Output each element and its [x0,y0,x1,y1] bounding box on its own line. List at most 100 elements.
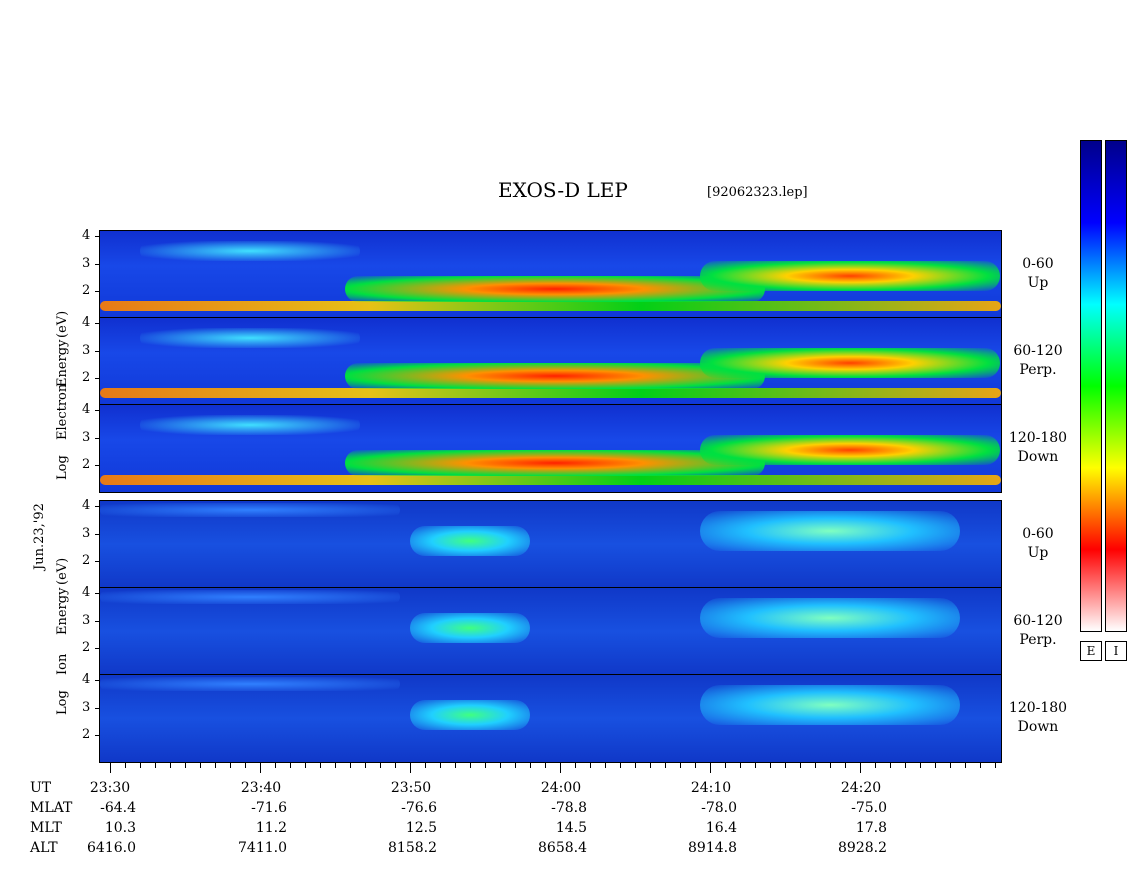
x-value-mlat: -64.4 [100,800,136,816]
x-value-mlt: 17.8 [855,820,887,836]
x-tick-mark [890,763,891,768]
x-tick-mark [410,763,411,773]
y-tick-mark [95,350,100,352]
x-tick-mark [185,763,186,768]
y-axis-label: (eV) [55,310,70,338]
ion-flux-band [700,598,960,638]
x-tick-mark [380,763,381,768]
y-tick-mark [95,734,100,736]
y-tick-label: 4 [82,672,91,688]
ion-flux-band [700,685,960,725]
y-tick-mark [95,593,100,595]
y-tick-label: 2 [82,456,91,472]
pitch-range: 0-60 [1022,526,1054,542]
x-tick-mark [830,763,831,768]
y-tick-label: 2 [82,369,91,385]
x-tick-mark [245,763,246,768]
x-tick-mark [920,763,921,768]
ion-flux-band [410,613,530,643]
pitch-direction: Up [1027,275,1049,291]
x-tick-mark [395,763,396,768]
low-energy-band [100,475,1001,485]
x-tick-mark [140,763,141,768]
x-tick-mark [995,763,996,768]
y-tick-label: 3 [82,612,91,628]
panel-pitch-label: 60-120 Perp. [1003,612,1073,650]
y-axis-label: Energy [55,339,70,387]
y-tick-mark [95,707,100,709]
y-axis-label: (eV) [55,557,70,585]
x-tick-mark [935,763,936,768]
colorbar [1105,140,1127,632]
x-tick-mark [500,763,501,768]
y-tick-mark [95,263,100,265]
pitch-range: 0-60 [1022,256,1054,272]
electron-flux-band [700,348,1000,378]
y-tick-label: 3 [82,699,91,715]
pitch-range: 120-180 [1008,700,1068,716]
x-tick-mark [440,763,441,768]
x-tick-mark [650,763,651,768]
panel-pitch-label: 60-120 Perp. [1003,342,1073,380]
x-tick-mark [815,763,816,768]
x-value-mlt: 16.4 [705,820,737,836]
x-tick-mark [290,763,291,768]
y-tick-mark [95,647,100,649]
y-tick-mark [95,464,100,466]
date-label: Jun.23,'92 [32,503,47,570]
x-tick-mark [425,763,426,768]
colorbar-label: I [1105,641,1127,661]
x-tick-mark [905,763,906,768]
electron-flux-band [345,450,765,476]
ion-flux-band [100,590,400,604]
x-tick-mark [485,763,486,768]
electron-flux-band [140,241,360,261]
x-value-ut: 24:10 [690,780,732,796]
chart-title: EXOS-D LEP [498,178,628,202]
x-tick-mark [740,763,741,768]
y-tick-label: 3 [82,525,91,541]
y-axis-label: Ion [55,653,70,675]
x-tick-mark [845,763,846,768]
pitch-direction: Down [1017,719,1059,735]
y-tick-mark [95,410,100,412]
y-tick-label: 3 [82,429,91,445]
x-tick-mark [170,763,171,768]
x-tick-mark [110,763,111,773]
y-tick-mark [95,680,100,682]
y-tick-mark [95,506,100,508]
panel-pitch-label: 120-180 Down [1003,699,1073,737]
x-value-ut: 23:40 [240,780,282,796]
y-tick-label: 2 [82,282,91,298]
y-tick-label: 3 [82,255,91,271]
electron-flux-band [700,435,1000,465]
x-tick-mark [230,763,231,768]
electron-flux-band [140,328,360,348]
x-row-label: ALT [30,840,58,856]
x-row-label: UT [30,780,52,796]
x-row-label: MLT [30,820,62,836]
x-tick-mark [350,763,351,768]
y-tick-mark [95,290,100,292]
y-tick-label: 4 [82,498,91,514]
spectrogram-panel [99,587,1002,676]
x-tick-mark [710,763,711,773]
x-tick-mark [215,763,216,768]
low-energy-band [100,301,1001,311]
x-value-alt: 7411.0 [238,840,287,856]
x-tick-mark [755,763,756,768]
pitch-direction: Perp. [1019,632,1057,648]
ion-flux-band [700,511,960,551]
x-tick-mark [605,763,606,768]
x-tick-mark [965,763,966,768]
y-tick-mark [95,533,100,535]
y-axis-label: Log [55,690,70,715]
x-value-mlt: 14.5 [555,820,587,836]
spectrogram-panel [99,500,1002,589]
x-value-ut: 24:00 [540,780,582,796]
x-tick-mark [770,763,771,768]
x-tick-mark [470,763,471,768]
x-value-ut: 23:50 [390,780,432,796]
x-row-label: MLAT [30,800,73,816]
ion-flux-band [100,503,400,517]
